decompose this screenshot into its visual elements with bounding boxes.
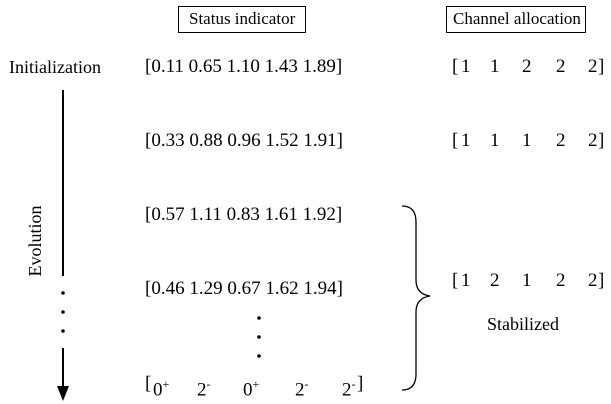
channel-allocation-header: Channel allocation — [446, 6, 586, 33]
status-row: [0.33 0.88 0.96 1.52 1.91] — [145, 130, 343, 151]
stabilized-brace — [401, 205, 431, 391]
stabilized-label: Stabilized — [487, 314, 559, 334]
bracket-open: [ — [452, 56, 459, 77]
status-value: 0+ — [243, 377, 260, 401]
status-row: [0.11 0.65 1.10 1.43 1.89] — [145, 56, 343, 77]
bracket-open: [ — [145, 373, 152, 394]
channel-value: 2 — [588, 130, 598, 151]
channel-value: 2 — [556, 130, 566, 151]
channel-value: 1 — [490, 130, 500, 151]
bracket-close: ] — [357, 373, 364, 394]
status-row-final: [ 0+ 2- 0+ 2- 2- ] — [145, 373, 375, 400]
channel-value: 1 — [461, 56, 471, 77]
initialization-label: Initialization — [9, 57, 101, 77]
channel-value: 2 — [588, 270, 598, 291]
channel-row: [ 1 1 2 2 2 ] — [452, 56, 605, 80]
bracket-close: ] — [598, 270, 605, 291]
status-value: 2- — [295, 377, 309, 401]
channel-value: 1 — [490, 56, 500, 77]
channel-value: 2 — [522, 56, 532, 77]
status-value: 2- — [342, 377, 356, 401]
status-row: [0.57 1.11 0.83 1.61 1.92] — [145, 204, 343, 225]
channel-value: 2 — [556, 56, 566, 77]
channel-value: 1 — [522, 130, 532, 151]
ellipsis-dot — [257, 335, 261, 339]
channel-row-stabilized: [ 1 2 1 2 2 ] — [452, 270, 605, 294]
channel-value: 2 — [556, 270, 566, 291]
bracket-close: ] — [598, 56, 605, 77]
ellipsis-dot — [257, 316, 261, 320]
channel-value: 1 — [461, 130, 471, 151]
ellipsis-dot — [257, 354, 261, 358]
evolution-label: Evolution — [25, 205, 45, 277]
channel-value: 1 — [522, 270, 532, 291]
channel-row: [ 1 1 1 2 2 ] — [452, 130, 605, 154]
status-indicator-header: Status indicator — [178, 6, 307, 33]
channel-value: 1 — [461, 270, 471, 291]
status-row: [0.46 1.29 0.67 1.62 1.94] — [145, 278, 343, 299]
status-value: 2- — [197, 377, 211, 401]
evolution-dot — [61, 329, 65, 333]
evolution-arrow-head — [57, 386, 69, 401]
channel-value: 2 — [588, 56, 598, 77]
evolution-dot — [61, 310, 65, 314]
bracket-close: ] — [598, 130, 605, 151]
evolution-dot — [61, 291, 65, 295]
status-value: 0+ — [153, 377, 170, 401]
channel-value: 2 — [490, 270, 500, 291]
bracket-open: [ — [452, 130, 459, 151]
bracket-open: [ — [452, 270, 459, 291]
